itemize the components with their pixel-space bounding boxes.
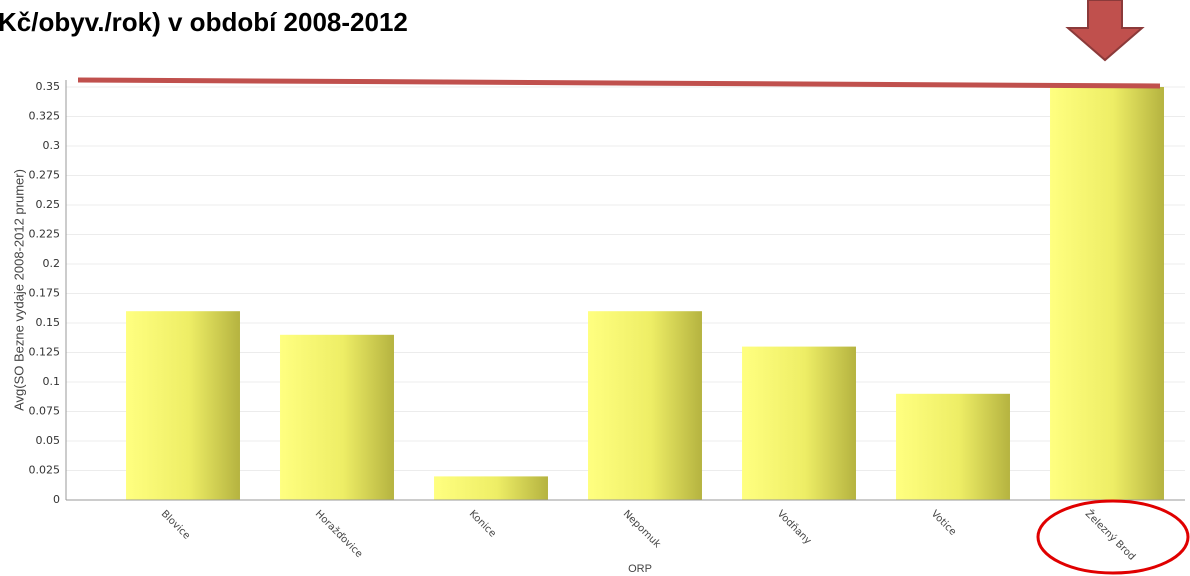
bar [742, 346, 856, 500]
annotation-arrow [1065, 0, 1145, 62]
bar [434, 476, 548, 500]
y-tick-label: 0.175 [29, 287, 61, 300]
y-tick-label: 0.3 [43, 139, 61, 152]
y-tick-label: 0.025 [29, 464, 61, 477]
y-tick-label: 0.05 [36, 434, 61, 447]
y-tick-label: 0.275 [29, 169, 61, 182]
y-tick-label: 0.325 [29, 110, 61, 123]
bar [280, 334, 394, 500]
x-tick-label: Železný Brod [1083, 507, 1139, 563]
x-tick-label: Votice [929, 508, 958, 537]
annotation-ellipse [1036, 499, 1190, 575]
y-tick-label: 0.125 [29, 346, 61, 359]
y-tick-label: 0.25 [36, 198, 61, 211]
bar [1050, 87, 1164, 500]
annotation-line [77, 77, 1161, 89]
x-tick-label: Horažďovice [313, 508, 365, 560]
y-tick-label: 0 [53, 493, 60, 506]
plot-area: 0 0.025 0.05 0.075 0.1 0.125 0.15 0.175 0.2 0.225… [29, 80, 1185, 506]
x-tick-label: Nepomuk [621, 508, 663, 550]
y-tick-label: 0.075 [29, 405, 61, 418]
bar [896, 393, 1010, 500]
y-axis-label: Avg(SO Bezne vydaje 2008-2012 prumer) [11, 169, 26, 411]
chart-title: Kč/obyv./rok) v období 2008-2012 [0, 7, 408, 37]
y-tick-label: 0.35 [36, 80, 61, 93]
y-tick-label: 0.15 [36, 316, 61, 329]
y-tick-label: 0.2 [43, 257, 61, 270]
y-tick-label: 0.225 [29, 228, 61, 241]
x-axis-label: ORP [628, 563, 652, 575]
x-tick-label: Konice [467, 508, 498, 539]
x-tick-label: Vodňany [775, 508, 814, 547]
x-tick-label: Blovice [159, 508, 192, 541]
y-tick-label: 0.1 [43, 375, 61, 388]
bar [126, 311, 240, 500]
bar [588, 311, 702, 500]
